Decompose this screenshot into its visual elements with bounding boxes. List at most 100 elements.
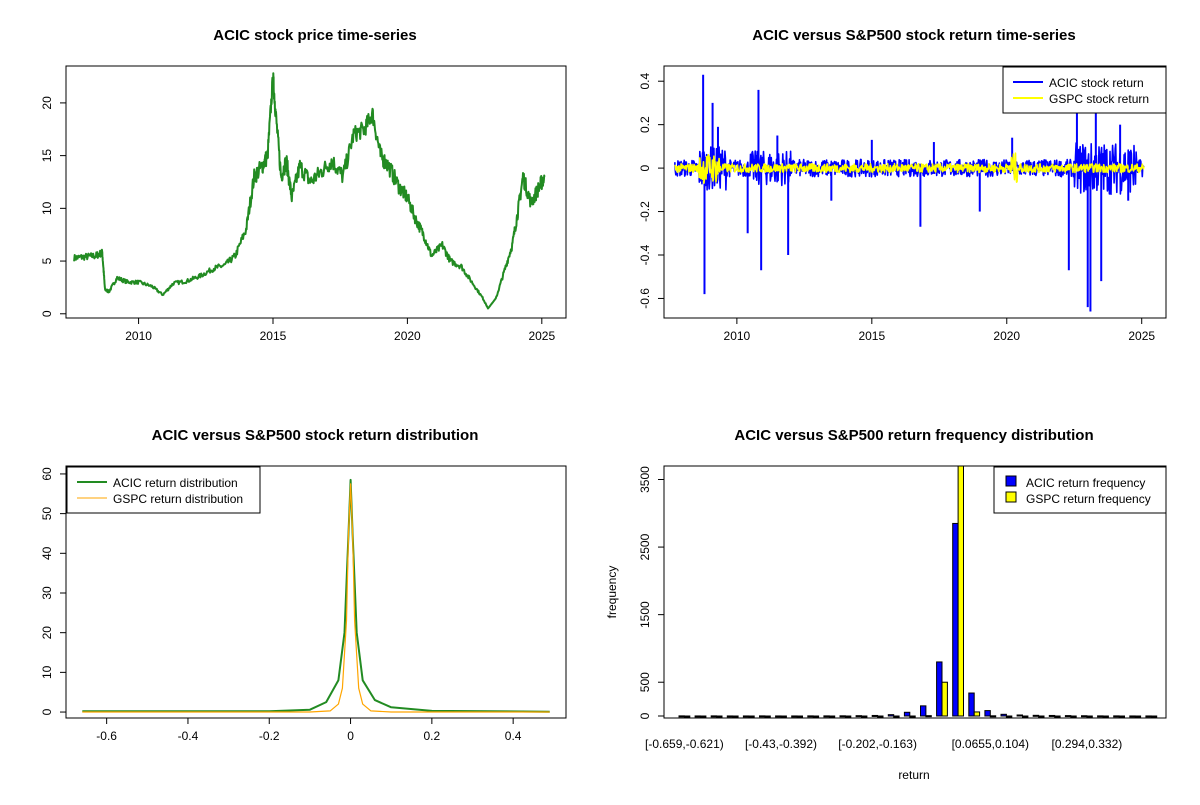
legend-box <box>1002 66 1167 114</box>
y-tick-label: -0.4 <box>638 244 652 265</box>
legend-acic-label: ACIC return distribution <box>113 476 238 490</box>
legend-acic-swatch <box>1005 475 1017 487</box>
x-axis-label: return <box>898 768 929 782</box>
x-tick-label: [-0.202,-0.163) <box>838 737 917 751</box>
gspc-freq-bar <box>989 715 997 718</box>
acic-freq-bar <box>1000 713 1007 717</box>
price-line <box>73 72 546 310</box>
chart-title: ACIC versus S&P500 stock return distribu… <box>152 427 479 444</box>
gspc-freq-bar <box>941 681 948 717</box>
acic-freq-bar <box>871 714 879 717</box>
y-tick-label: 0 <box>638 164 652 171</box>
gspc-freq-bar <box>909 715 916 718</box>
gspc-freq-bar <box>1118 715 1125 718</box>
x-tick-label: [-0.659,-0.621) <box>645 737 724 751</box>
gspc-freq-bar <box>925 715 932 718</box>
legend-acic-label: ACIC stock return <box>1049 76 1144 90</box>
acic-freq-bar <box>1032 714 1040 717</box>
acic-freq-bar <box>936 661 943 717</box>
x-tick-label: [0.294,0.332) <box>1052 737 1123 751</box>
legend-box <box>66 466 261 514</box>
acic-freq-bar <box>1097 715 1104 718</box>
y-tick-label: 60 <box>40 467 54 481</box>
gspc-freq-bar <box>1150 715 1158 718</box>
y-tick-label: -0.6 <box>638 288 652 309</box>
x-tick-label: -0.2 <box>259 729 280 743</box>
gspc-freq-bar <box>973 711 981 717</box>
legend-gspc-label: GSPC return distribution <box>113 492 243 506</box>
acic-freq-bar <box>791 715 798 718</box>
acic-freq-bar <box>742 715 750 718</box>
gspc-density-line <box>82 483 550 713</box>
acic-freq-bar <box>855 715 862 718</box>
legend-gspc-label: GSPC stock return <box>1049 92 1149 106</box>
acic-freq-bar <box>1145 715 1152 718</box>
x-tick-label: 2015 <box>858 329 885 343</box>
x-tick-label: -0.6 <box>96 729 117 743</box>
price-timeseries-panel: ACIC stock price time-series 2010 2015 202… <box>40 27 567 343</box>
acic-freq-bar <box>775 715 782 718</box>
acic-freq-bar <box>887 714 895 717</box>
x-tick-label: 0 <box>347 729 354 743</box>
x-tick-label: 2015 <box>260 329 287 343</box>
y-tick-label: 15 <box>40 149 54 163</box>
plot-frame <box>663 465 1167 719</box>
gspc-freq-bar <box>796 715 803 718</box>
y-tick-label: 10 <box>40 665 54 679</box>
acic-freq-bar <box>1129 715 1136 718</box>
y-tick-label: 0.2 <box>638 116 652 133</box>
y-tick-label: -0.2 <box>638 201 652 222</box>
acic-freq-bar <box>952 522 959 717</box>
plot-frame <box>65 465 567 719</box>
y-tick-label: 500 <box>638 672 652 692</box>
gspc-freq-bar <box>893 715 900 718</box>
gspc-return-line <box>674 152 1145 184</box>
x-tick-label: 2020 <box>394 329 421 343</box>
y-axis-label: frequency <box>605 566 619 619</box>
y-tick-label: 5 <box>40 257 54 264</box>
x-tick-label: 0.2 <box>424 729 441 743</box>
gspc-freq-bar <box>1134 715 1142 718</box>
y-tick-label: 50 <box>40 507 54 521</box>
y-tick-label: 2500 <box>638 533 652 560</box>
return-timeseries-panel: ACIC versus S&P500 stock return time-ser… <box>638 27 1167 343</box>
plot-frame <box>65 65 567 319</box>
acic-freq-bar <box>678 715 685 718</box>
x-tick-label: [0.0655,0.104) <box>952 737 1029 751</box>
plot-frame <box>663 65 1167 319</box>
acic-freq-bar <box>1016 714 1023 717</box>
legend-gspc-label: GSPC return frequency <box>1026 492 1151 506</box>
acic-freq-bar <box>1064 715 1072 718</box>
acic-freq-bar <box>759 715 766 718</box>
acic-freq-bar <box>839 715 846 718</box>
gspc-freq-bar <box>716 715 723 718</box>
gspc-freq-bar <box>1038 715 1045 718</box>
legend-gspc-swatch <box>1005 491 1017 503</box>
acic-freq-bar <box>984 710 991 717</box>
legend: ACIC return distribution GSPC return dis… <box>66 466 261 514</box>
gspc-freq-bar <box>828 715 836 718</box>
legend: ACIC stock return GSPC stock return <box>1002 66 1167 114</box>
x-tick-label: 2020 <box>993 329 1020 343</box>
x-tick-label: -0.4 <box>178 729 199 743</box>
gspc-freq-bar <box>1022 715 1029 718</box>
acic-freq-bar <box>726 715 734 718</box>
gspc-freq-bar <box>748 715 755 718</box>
legend-acic-label: ACIC return frequency <box>1026 476 1145 490</box>
y-tick-label: 3500 <box>638 466 652 493</box>
legend-box <box>993 466 1167 514</box>
acic-freq-bar <box>823 715 830 718</box>
gspc-freq-bar <box>1086 715 1093 718</box>
gspc-freq-bar <box>812 715 820 718</box>
acic-freq-bar <box>1081 715 1088 718</box>
y-tick-label: 20 <box>40 96 54 110</box>
acic-freq-bar <box>968 692 975 717</box>
gspc-freq-bar <box>780 715 787 718</box>
return-distribution-panel: ACIC versus S&P500 stock return distribu… <box>40 427 567 743</box>
legend: ACIC return frequency GSPC return freque… <box>993 466 1167 514</box>
y-tick-label: 1500 <box>638 601 652 628</box>
gspc-freq-bar <box>877 715 884 718</box>
